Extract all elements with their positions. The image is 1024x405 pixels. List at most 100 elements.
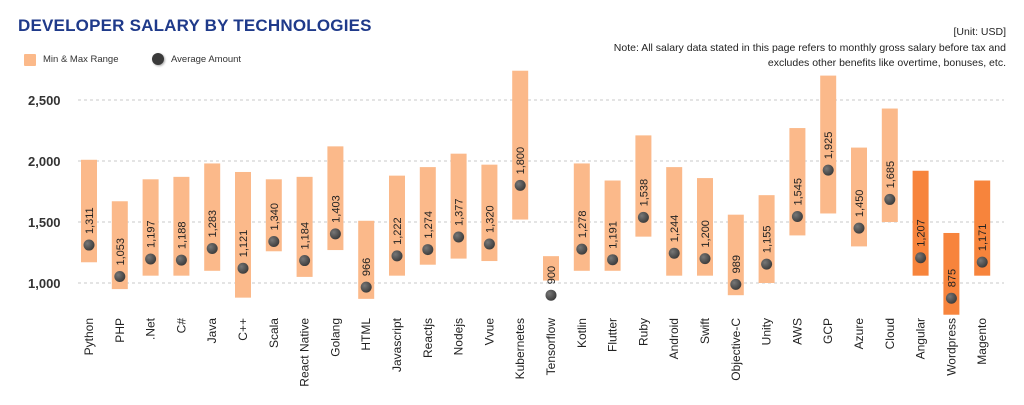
y-tick-label: 1,000 [28, 276, 61, 291]
average-label: 1,925 [823, 132, 835, 160]
range-bar [789, 128, 806, 236]
average-dot [145, 253, 157, 265]
note-text: Note: All salary data stated in this pag… [613, 42, 1006, 69]
category-label: .Net [144, 317, 158, 340]
average-label: 966 [361, 258, 373, 276]
category-label: Kotlin [575, 318, 589, 348]
average-dot [976, 256, 988, 268]
legend-average-label: Average Amount [171, 54, 242, 65]
average-label: 1,207 [916, 219, 928, 247]
y-tick-label: 1,500 [28, 215, 61, 230]
legend-range-label: Min & Max Range [43, 54, 119, 65]
average-label: 1,155 [762, 226, 774, 254]
category-label: Cloud [883, 318, 897, 349]
unit-label: [Unit: USD] [953, 26, 1006, 38]
category-label: Kubernetes [513, 318, 527, 379]
range-bar [419, 167, 436, 265]
range-bar [111, 201, 128, 290]
range-bar [635, 135, 652, 237]
category-label: Scala [267, 318, 281, 348]
average-label: 1,278 [577, 211, 589, 239]
average-dot [83, 239, 95, 251]
average-dot [545, 289, 557, 301]
average-label: 875 [946, 269, 958, 287]
range-bar [881, 108, 898, 222]
average-label: 1,685 [885, 161, 897, 189]
range-bar [943, 232, 960, 315]
category-label: Flutter [606, 318, 620, 352]
range-bar [173, 176, 190, 276]
range-bar [573, 163, 590, 271]
range-bar [204, 163, 221, 271]
average-dot [299, 255, 311, 267]
category-label: Java [205, 318, 219, 344]
legend-average-dot [152, 53, 164, 65]
category-label: Objective-C [729, 318, 743, 381]
average-dot [391, 250, 403, 262]
average-label: 1,538 [638, 179, 650, 207]
average-dot [637, 211, 649, 223]
average-dot [360, 281, 372, 293]
range-bar [974, 180, 991, 276]
average-dot [114, 271, 126, 283]
category-label: Android [667, 318, 681, 359]
average-dot [422, 244, 434, 256]
chart-title: DEVELOPER SALARY BY TECHNOLOGIES [18, 16, 372, 35]
category-label: React Native [298, 318, 312, 387]
average-label: 1,403 [330, 195, 342, 223]
average-label: 1,244 [669, 215, 681, 243]
average-dot [822, 164, 834, 176]
category-label: Reactjs [421, 318, 435, 358]
average-label: 900 [546, 266, 558, 284]
average-dot [453, 231, 465, 243]
average-label: 1,450 [854, 190, 866, 218]
average-dot [945, 292, 957, 304]
category-label: PHP [113, 318, 127, 343]
average-dot [791, 211, 803, 223]
category-label: Wordpress [944, 318, 958, 376]
average-label: 1,197 [146, 220, 158, 248]
average-label: 989 [731, 255, 743, 273]
average-dot [853, 222, 865, 234]
average-dot [576, 243, 588, 255]
range-bar [727, 214, 744, 296]
range-bar [543, 256, 559, 281]
range-bar [265, 179, 282, 252]
average-label: 1,171 [977, 224, 989, 252]
category-label: Python [82, 318, 96, 355]
category-label: Tensorflow [544, 318, 558, 376]
range-bar [296, 176, 313, 277]
category-label: Angular [914, 318, 928, 359]
average-dot [884, 193, 896, 205]
average-label: 1,191 [608, 221, 620, 249]
category-label: Unity [760, 318, 774, 345]
average-label: 1,053 [115, 238, 127, 266]
average-dot [761, 258, 773, 270]
average-label: 1,340 [269, 203, 281, 231]
average-label: 1,184 [300, 222, 312, 250]
category-label: Swift [698, 317, 712, 344]
y-tick-label: 2,500 [28, 93, 61, 108]
range-bar [697, 178, 713, 276]
category-label: Golang [328, 318, 342, 357]
category-label: HTML [359, 318, 373, 351]
range-bar [912, 170, 929, 276]
average-dot [175, 254, 187, 266]
average-dot [699, 253, 711, 265]
range-bar [481, 164, 498, 262]
category-label: Ruby [636, 318, 650, 346]
category-label: C++ [236, 318, 250, 341]
average-label: 1,800 [515, 147, 527, 175]
average-dot [607, 254, 619, 266]
average-label: 1,320 [484, 205, 496, 233]
average-dot [329, 228, 341, 240]
average-dot [483, 238, 495, 250]
category-label: C# [174, 318, 188, 334]
average-label: 1,311 [84, 207, 96, 234]
range-bar [142, 179, 159, 276]
range-bar [851, 147, 867, 247]
average-label: 1,222 [392, 217, 404, 245]
category-label: Vvue [482, 318, 496, 346]
range-bar [327, 146, 344, 251]
category-label: AWS [790, 318, 804, 345]
